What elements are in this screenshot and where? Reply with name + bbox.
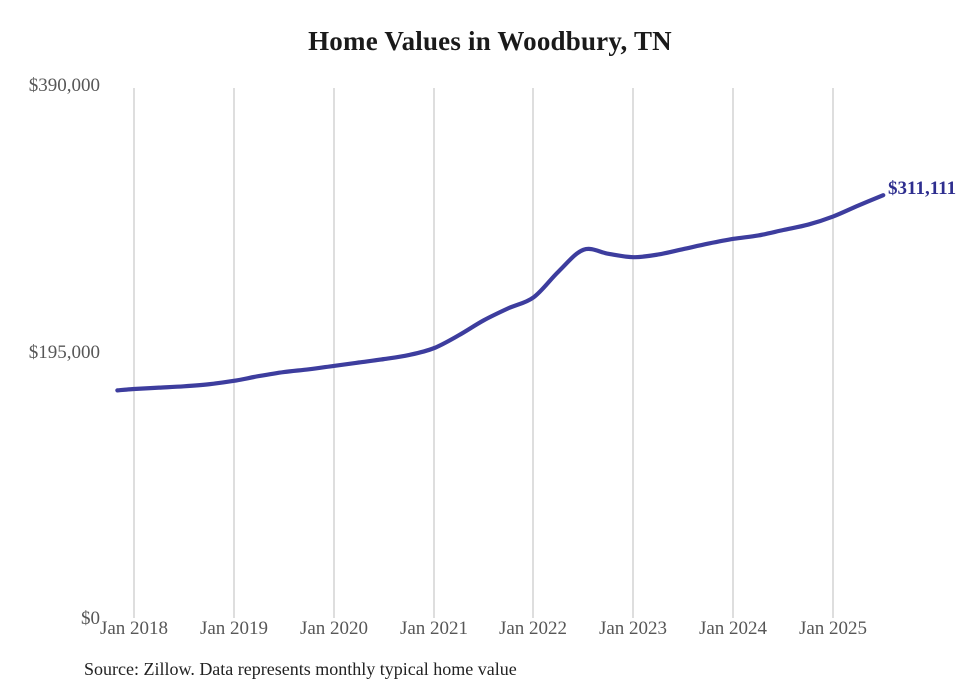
x-tick-label-jan-2022: Jan 2022 [498, 618, 568, 639]
x-tick-label-jan-2018: Jan 2018 [99, 618, 169, 639]
gridlines [133, 88, 834, 618]
series-end-value-label: $311,111 [888, 178, 957, 199]
y-tick-label-0: $0 [81, 608, 100, 629]
source-note: Source: Zillow. Data represents monthly … [84, 659, 517, 679]
x-tick-label-jan-2023: Jan 2023 [598, 618, 668, 639]
y-tick-label-390000: $390,000 [28, 75, 100, 96]
page-title: Home Values in Woodbury, TN [308, 26, 672, 56]
y-tick-label-195000: $195,000 [28, 342, 100, 363]
x-tick-label-jan-2025: Jan 2025 [798, 618, 868, 639]
x-tick-label-jan-2024: Jan 2024 [698, 618, 768, 639]
x-tick-label-jan-2021: Jan 2021 [399, 618, 469, 639]
series-line-typical-home-value [115, 193, 886, 393]
x-tick-label-jan-2020: Jan 2020 [299, 618, 369, 639]
x-tick-label-jan-2019: Jan 2019 [199, 618, 269, 639]
